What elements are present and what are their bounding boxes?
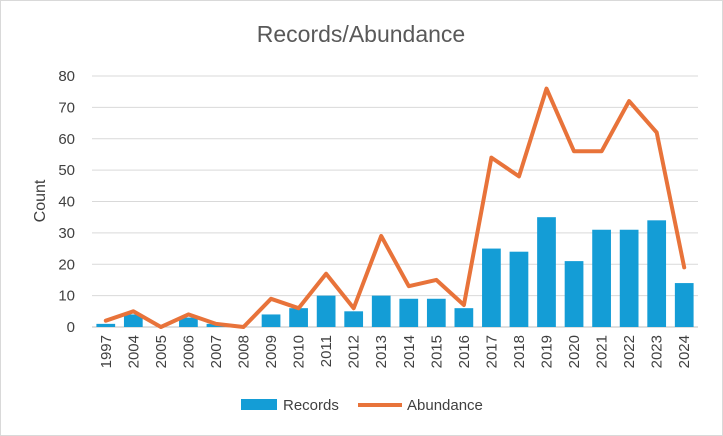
x-tick-label: 2019 bbox=[539, 335, 556, 368]
records-bar bbox=[344, 311, 364, 327]
records-bar bbox=[399, 298, 419, 327]
records-bar bbox=[592, 229, 611, 327]
x-tick-label: 2018 bbox=[511, 335, 528, 368]
y-tick-label: 40 bbox=[58, 194, 75, 211]
records-bar bbox=[674, 283, 694, 327]
x-tick-label: 2022 bbox=[621, 335, 638, 368]
y-tick-label: 10 bbox=[58, 288, 75, 305]
x-tick-label: 2017 bbox=[483, 335, 500, 368]
legend-abundance-label: Abundance bbox=[407, 397, 483, 414]
chart-title: Records/Abundance bbox=[257, 21, 465, 47]
x-tick-label: 2004 bbox=[125, 335, 142, 368]
y-tick-label: 60 bbox=[58, 131, 75, 148]
records-bar bbox=[564, 261, 584, 327]
y-axis-label: Count bbox=[32, 179, 49, 222]
y-tick-label: 20 bbox=[58, 256, 75, 273]
x-tick-label: 2009 bbox=[263, 335, 280, 368]
records-bar bbox=[454, 308, 474, 327]
y-tick-label: 0 bbox=[67, 319, 75, 336]
records-bar bbox=[371, 295, 391, 327]
x-tick-label: 2012 bbox=[346, 335, 363, 368]
legend: Records Abundance bbox=[241, 397, 483, 414]
records-bar bbox=[316, 295, 336, 327]
y-tick-label: 50 bbox=[58, 162, 75, 179]
records-bars bbox=[96, 217, 694, 327]
x-tick-label: 1997 bbox=[98, 335, 115, 368]
records-bar bbox=[647, 220, 667, 327]
records-bar bbox=[261, 314, 281, 327]
y-tick-label: 70 bbox=[58, 99, 75, 116]
x-tick-label: 2015 bbox=[428, 335, 445, 368]
records-bar bbox=[289, 308, 308, 327]
x-tick-label: 2013 bbox=[373, 335, 390, 368]
records-bar bbox=[179, 317, 198, 327]
x-tick-labels: 1997 2004 2005 2006 2007 2008 2009 2010 2011 2012… bbox=[98, 335, 693, 368]
records-bar bbox=[96, 323, 116, 327]
records-bar bbox=[509, 251, 529, 327]
records-bar bbox=[537, 217, 556, 327]
abundance-line-group bbox=[103, 86, 687, 329]
records-bar bbox=[123, 314, 143, 327]
y-tick-labels: 0 10 20 30 40 50 60 70 80 bbox=[58, 68, 75, 336]
abundance-line bbox=[103, 86, 687, 329]
records-bar bbox=[482, 248, 501, 327]
x-tick-label: 2016 bbox=[456, 335, 473, 368]
y-tick-label: 80 bbox=[58, 68, 75, 85]
x-tick-label: 2005 bbox=[153, 335, 170, 368]
x-tick-label: 2011 bbox=[318, 335, 335, 367]
x-tick-label: 2024 bbox=[676, 335, 693, 368]
records-bar bbox=[619, 229, 639, 327]
x-tick-label: 2023 bbox=[649, 335, 666, 368]
x-tick-label: 2014 bbox=[401, 335, 418, 368]
records-bar bbox=[426, 298, 446, 327]
legend-records-label: Records bbox=[283, 397, 339, 414]
legend-records-swatch bbox=[241, 399, 277, 410]
x-tick-label: 2010 bbox=[291, 335, 308, 368]
x-tick-label: 2008 bbox=[236, 335, 253, 368]
x-tick-label: 2006 bbox=[180, 335, 197, 368]
x-tick-label: 2021 bbox=[594, 335, 611, 368]
x-tick-label: 2007 bbox=[208, 335, 225, 368]
y-tick-label: 30 bbox=[58, 225, 75, 242]
x-tick-label: 2020 bbox=[566, 335, 583, 368]
